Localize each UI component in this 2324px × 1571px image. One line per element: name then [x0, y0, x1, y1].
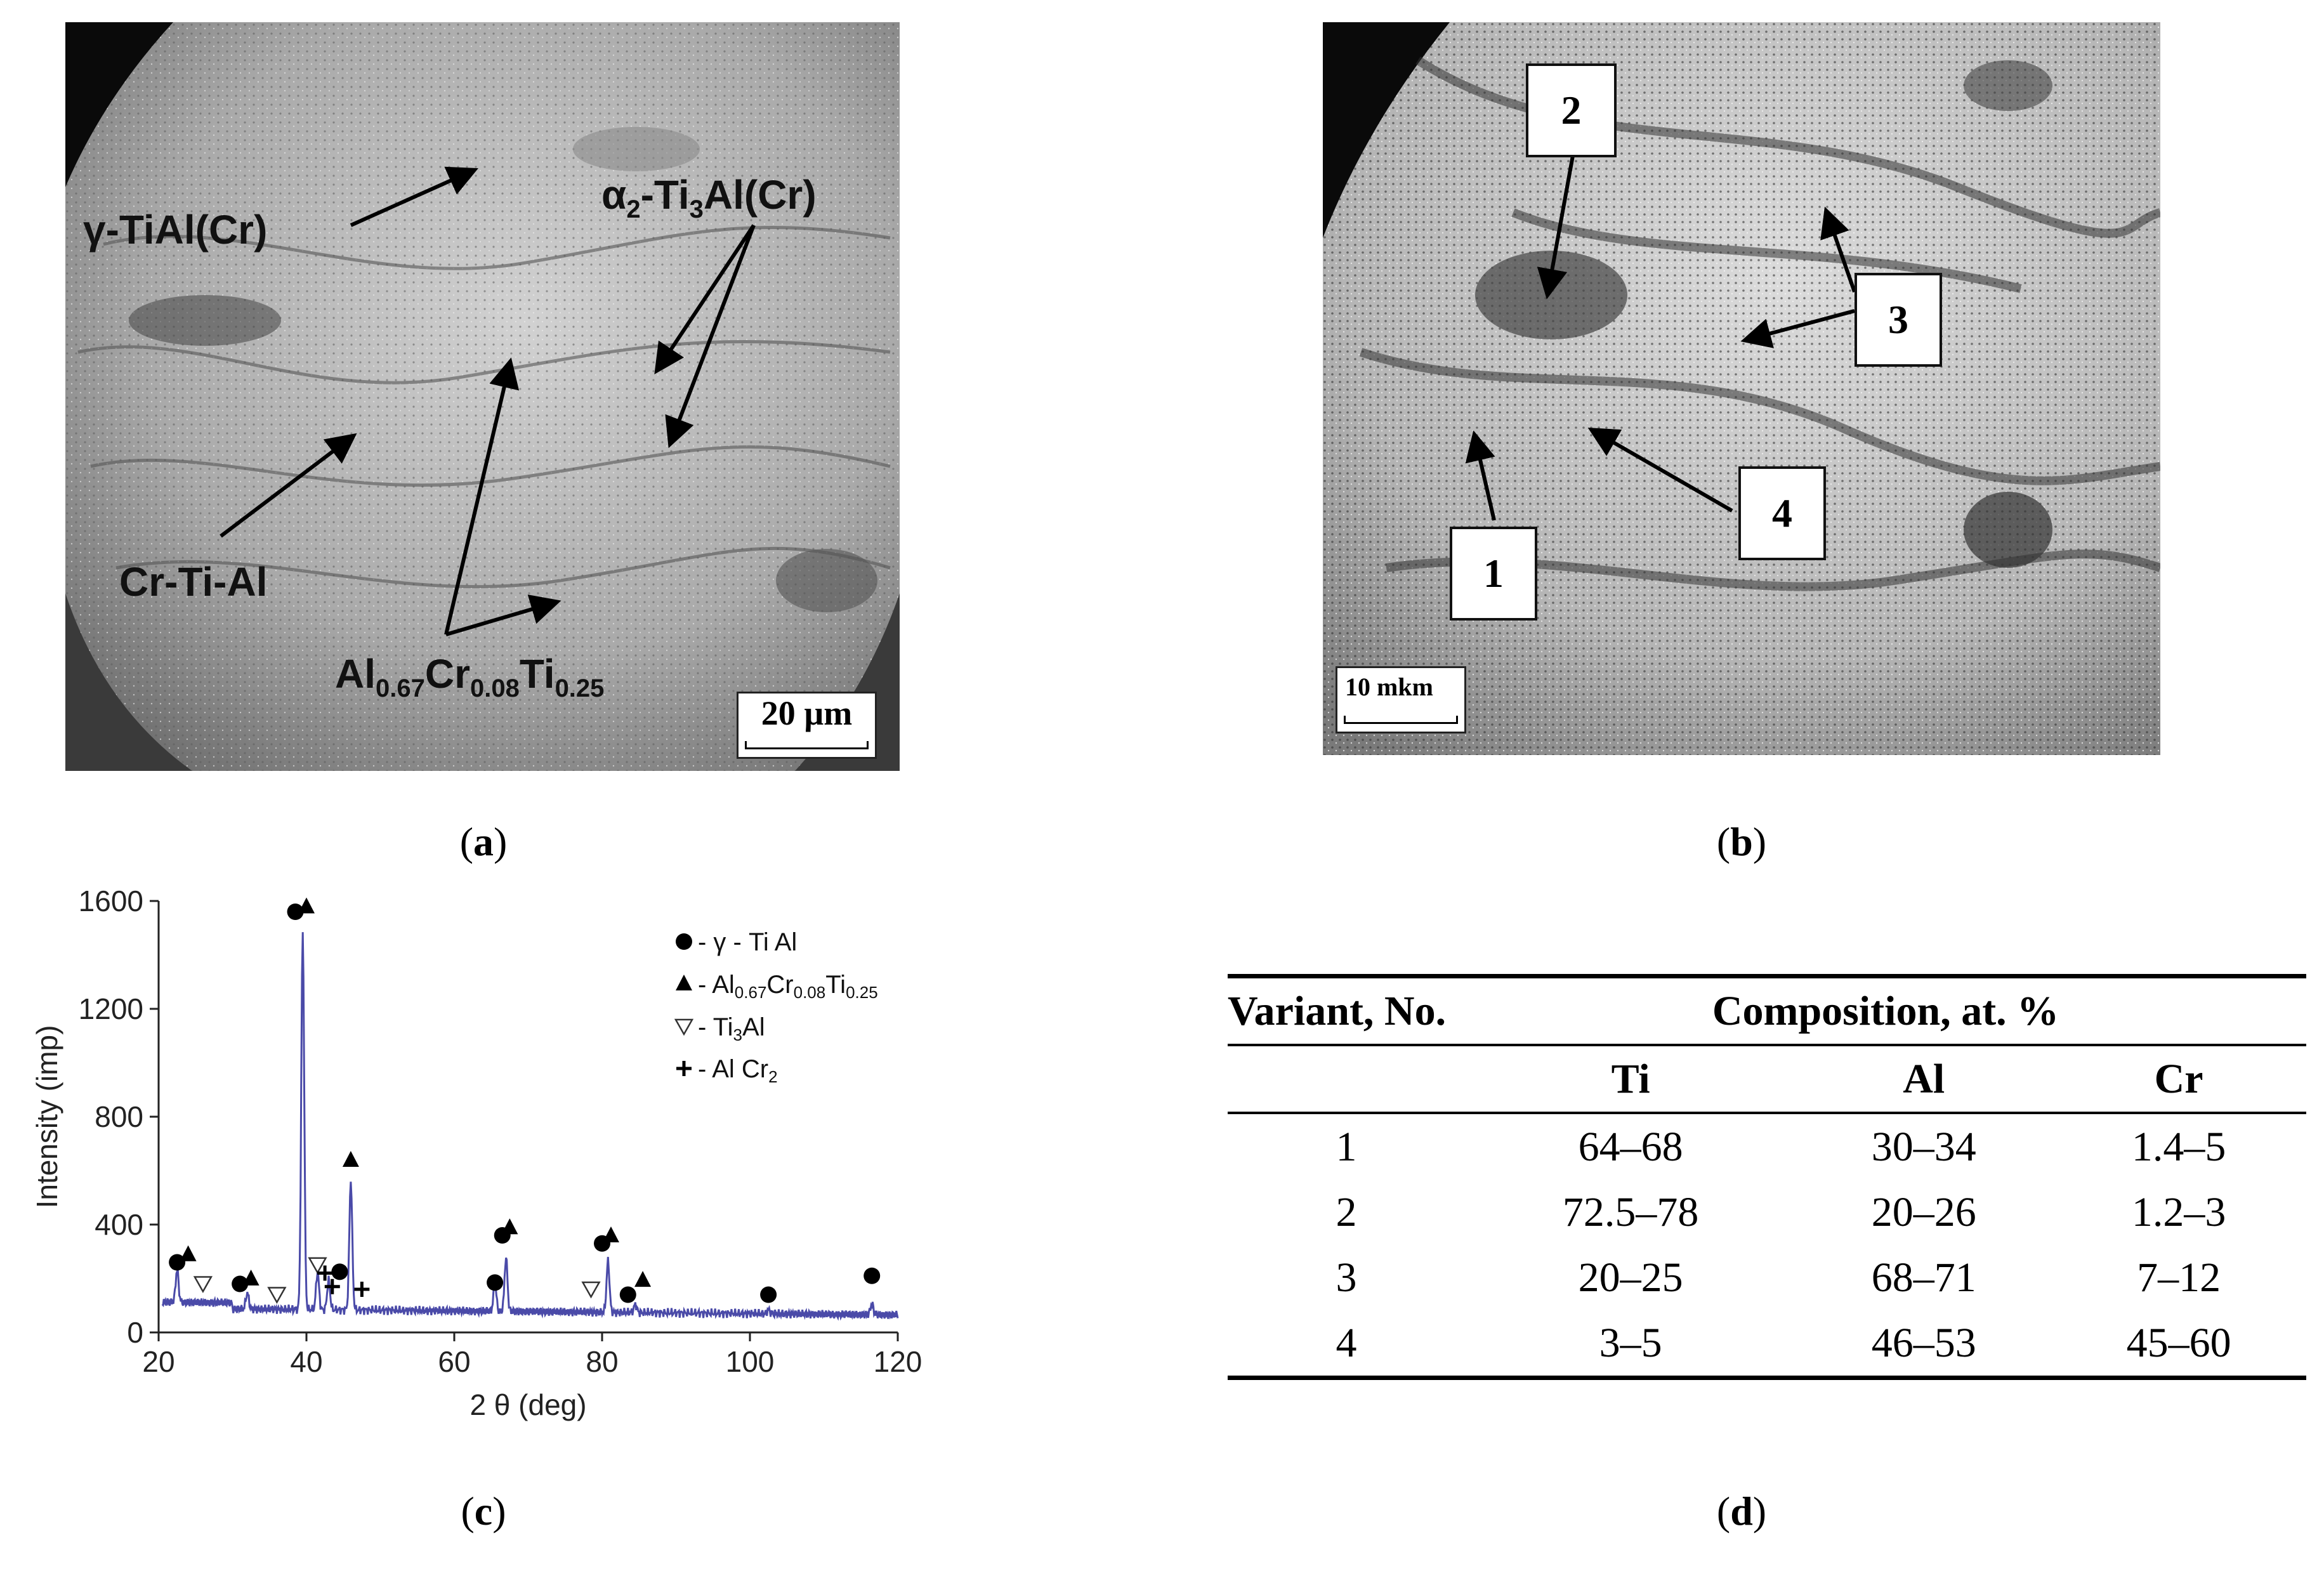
x-tick-label: 80	[586, 1345, 618, 1378]
header-variant: Variant, No.	[1228, 987, 1447, 1034]
cell-variant: 1	[1336, 1123, 1357, 1170]
phase-marker-circle	[487, 1274, 504, 1291]
header-composition: Composition, at. %	[1712, 987, 2059, 1034]
y-tick-label: 1600	[79, 884, 143, 917]
cell-al: 20–26	[1871, 1188, 1976, 1235]
phase-marker-triangle	[634, 1271, 652, 1287]
micrograph-a-texture	[65, 22, 900, 771]
marker-box-1: 1	[1450, 527, 1537, 621]
cell-ti: 64–68	[1578, 1123, 1683, 1170]
arrows-a	[220, 166, 756, 636]
phase-marker-circle	[169, 1254, 186, 1271]
phase-marker-triangle	[602, 1226, 619, 1242]
table-row: 4 3–5 46–53 45–60	[1228, 1310, 2306, 1378]
table-subheader-row: Ti Al Cr	[1228, 1045, 2306, 1113]
phase-marker-circle	[331, 1263, 348, 1280]
marker-box-2: 2	[1526, 63, 1617, 157]
cell-cr: 1.4–5	[2131, 1123, 2226, 1170]
legend-symbol-triangle	[676, 975, 692, 990]
table-row: 2 72.5–78 20–26 1.2–3	[1228, 1180, 2306, 1245]
caption-a: (a)	[459, 819, 508, 864]
cell-variant: 3	[1336, 1254, 1357, 1301]
subheader-ti: Ti	[1611, 1055, 1650, 1102]
legend-label-al067cr008ti025: - Al0.67Cr0.08Ti0.25	[698, 971, 878, 1002]
phase-marker-plus	[354, 1282, 370, 1297]
label-al067cr008ti025: Al0.67Cr0.08Ti0.25	[335, 651, 605, 702]
phase-marker-circle	[232, 1275, 249, 1292]
phase-marker-triangle-open	[193, 1276, 213, 1294]
table-row: 3 20–25 68–71 7–12	[1228, 1245, 2306, 1310]
composition-table: Variant, No. Composition, at. % Ti Al Cr…	[1228, 974, 2306, 1380]
xrd-legend: - γ - Ti Al - Al0.67Cr0.08Ti0.25 - Ti3Al…	[674, 928, 878, 1086]
marker-box-3: 3	[1855, 273, 1942, 367]
phase-marker-triangle	[501, 1218, 518, 1235]
micrograph-b-texture	[1323, 22, 2160, 755]
y-tick-label: 0	[127, 1316, 143, 1349]
y-tick-label: 400	[95, 1208, 143, 1241]
arrows-b	[1465, 152, 1856, 521]
phase-marker-triangle	[342, 1151, 359, 1167]
legend-label-alcr2: - Al Cr2	[698, 1055, 778, 1086]
y-tick-label: 800	[95, 1100, 143, 1133]
phase-marker-circle	[619, 1286, 636, 1303]
scale-bar-b: 10 mkm	[1336, 666, 1466, 733]
xrd-phase-markers	[169, 897, 881, 1305]
micrograph-a: γ-TiAl(Cr) α2-Ti3Al(Cr) Cr-Ti-Al Al0.67C…	[65, 22, 900, 771]
x-tick-label: 100	[726, 1345, 775, 1378]
caption-c: (c)	[461, 1489, 506, 1534]
cell-al: 30–34	[1871, 1123, 1976, 1170]
x-tick-label: 20	[142, 1345, 174, 1378]
composition-table-grid: Variant, No. Composition, at. % Ti Al Cr…	[1228, 974, 2306, 1380]
cell-cr: 1.2–3	[2131, 1188, 2226, 1235]
y-axis-label: Intensity (imp)	[30, 1025, 63, 1209]
label-gamma-tial-cr: γ-TiAl(Cr)	[83, 207, 268, 253]
phase-marker-triangle	[242, 1270, 259, 1285]
xrd-pattern-line	[161, 932, 899, 1321]
micrograph-b: 1 2 3 4 10 mkm	[1323, 22, 2160, 755]
phase-marker-plus	[317, 1265, 333, 1281]
legend-label-ti3al: - Ti3Al	[698, 1013, 765, 1044]
table-row: 1 64–68 30–34 1.4–5	[1228, 1113, 2306, 1180]
caption-b: (b)	[1716, 819, 1767, 864]
legend-symbol-plus	[676, 1061, 692, 1076]
phase-marker-triangle-open	[581, 1281, 601, 1299]
cell-ti: 3–5	[1599, 1319, 1662, 1366]
marker-box-4: 4	[1738, 466, 1826, 560]
scale-bar-a: 20 µm	[737, 692, 877, 759]
cell-cr: 45–60	[2126, 1319, 2231, 1366]
cell-al: 46–53	[1871, 1319, 1976, 1366]
legend-symbol-triangle-open	[674, 1018, 694, 1036]
cell-cr: 7–12	[2137, 1254, 2221, 1301]
caption-d: (d)	[1716, 1489, 1767, 1534]
phase-marker-circle	[287, 904, 304, 920]
phase-marker-plus	[324, 1278, 340, 1294]
phase-marker-triangle	[180, 1245, 197, 1261]
label-alpha2-ti3al-cr: α2-Ti3Al(Cr)	[601, 172, 817, 223]
cell-variant: 2	[1336, 1188, 1357, 1235]
x-tick-label: 120	[874, 1345, 922, 1378]
legend-label-gamma-tial: - γ - Ti Al	[698, 928, 797, 956]
cell-al: 68–71	[1871, 1254, 1976, 1301]
phase-marker-circle	[863, 1267, 881, 1284]
subheader-al: Al	[1903, 1055, 1945, 1102]
phase-marker-circle	[760, 1286, 777, 1303]
cell-variant: 4	[1336, 1319, 1357, 1366]
legend-symbol-circle	[676, 933, 692, 950]
y-tick-label: 1200	[79, 992, 143, 1025]
subheader-empty	[1228, 1045, 1465, 1113]
cell-ti: 20–25	[1578, 1254, 1683, 1301]
phase-marker-triangle	[298, 897, 315, 914]
x-tick-label: 60	[438, 1345, 470, 1378]
x-axis-label: 2 θ (deg)	[469, 1388, 586, 1421]
phase-marker-triangle-open	[267, 1287, 287, 1305]
x-tick-label: 40	[290, 1345, 322, 1378]
legend-symbols	[674, 933, 694, 1076]
table-header-row: Variant, No. Composition, at. %	[1228, 976, 2306, 1046]
label-cr-ti-al: Cr-Ti-Al	[119, 559, 268, 605]
phase-marker-triangle-open	[308, 1257, 327, 1275]
subheader-cr: Cr	[2154, 1055, 2203, 1102]
cell-ti: 72.5–78	[1562, 1188, 1699, 1235]
